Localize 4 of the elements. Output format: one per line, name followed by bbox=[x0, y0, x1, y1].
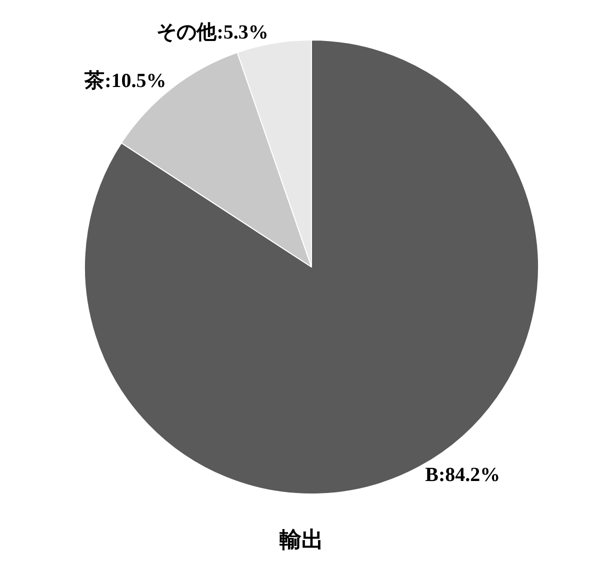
slice-label: その他:5.3% bbox=[156, 21, 268, 44]
slice-label: B:84.2% bbox=[425, 464, 500, 486]
text: 輸出 bbox=[278, 527, 324, 552]
slice-label: 茶:10.5% bbox=[84, 70, 166, 92]
